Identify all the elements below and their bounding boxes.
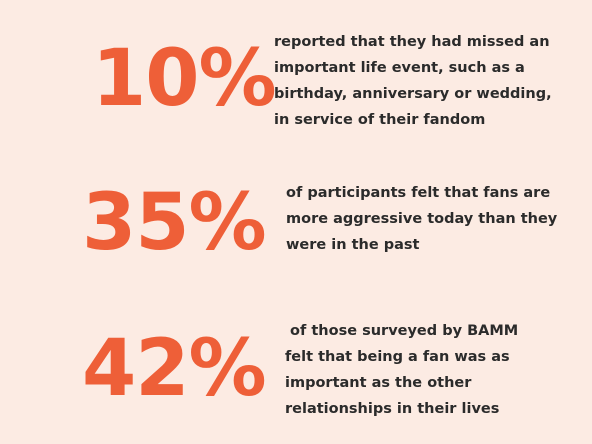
stat-3-line-2: felt that being a fan was as xyxy=(285,349,510,365)
stat-2-line-3: were in the past xyxy=(286,237,420,253)
stat-2-description: of participants felt that fans are more … xyxy=(286,180,586,258)
stat-2-line-1: of participants felt that fans are xyxy=(286,185,551,201)
stat-3-line-4: relationships in their lives xyxy=(285,401,500,417)
stat-1-line-1: reported that they had missed an xyxy=(274,34,550,50)
stat-2-value: 35% xyxy=(82,178,267,268)
stat-1-description: reported that they had missed an importa… xyxy=(274,29,574,133)
stat-1-line-4: in service of their fandom xyxy=(274,112,486,128)
stat-3-value: 42% xyxy=(82,324,267,414)
stat-1-line-3: birthday, anniversary or wedding, xyxy=(274,86,552,102)
stat-2-line-2: more aggressive today than they xyxy=(286,211,558,227)
stat-1-line-2: important life event, such as a xyxy=(274,60,525,76)
stat-1-value: 10% xyxy=(92,34,277,124)
stat-3-line-1: of those surveyed by BAMM xyxy=(285,323,519,339)
stat-3-line-3: important as the other xyxy=(285,375,472,391)
stat-3-description: of those surveyed by BAMM felt that bein… xyxy=(285,318,585,422)
